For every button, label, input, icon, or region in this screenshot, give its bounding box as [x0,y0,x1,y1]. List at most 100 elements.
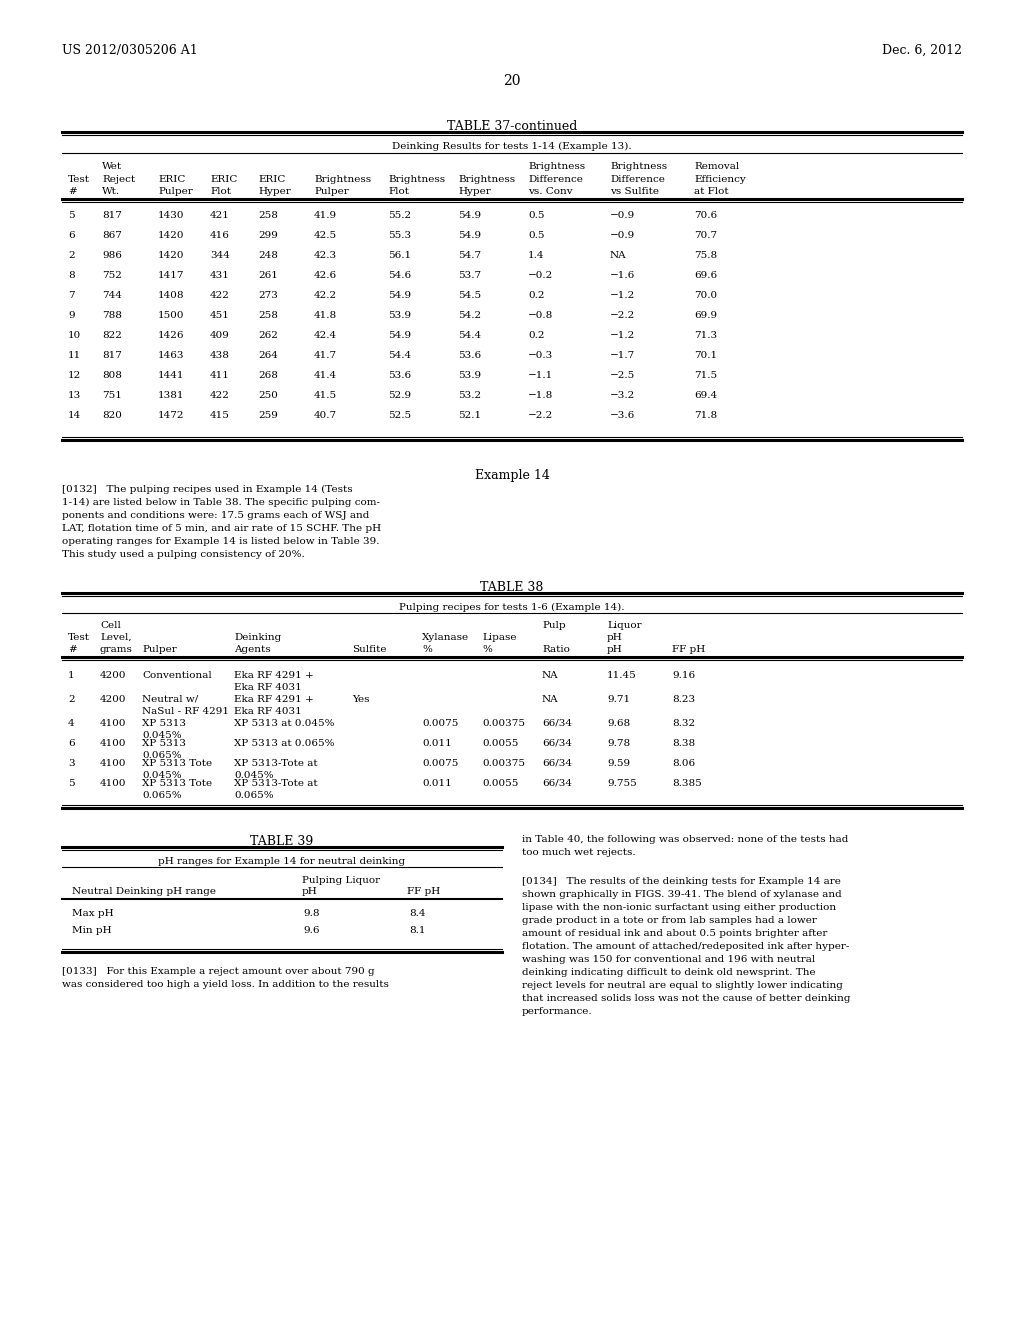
Text: −0.9: −0.9 [610,211,635,220]
Text: Deinking: Deinking [234,634,282,642]
Text: 54.4: 54.4 [388,351,411,360]
Text: Neutral w/: Neutral w/ [142,696,199,704]
Text: 41.8: 41.8 [314,312,337,319]
Text: pH: pH [302,887,317,896]
Text: NaSul - RF 4291: NaSul - RF 4291 [142,708,229,715]
Text: 820: 820 [102,411,122,420]
Text: 5: 5 [68,211,75,220]
Text: 4200: 4200 [100,671,127,680]
Text: 54.9: 54.9 [388,290,411,300]
Text: pH: pH [607,634,623,642]
Text: 264: 264 [258,351,278,360]
Text: 2: 2 [68,251,75,260]
Text: 1472: 1472 [158,411,184,420]
Text: −2.2: −2.2 [528,411,553,420]
Text: 9.16: 9.16 [672,671,695,680]
Text: 7: 7 [68,290,75,300]
Text: 4: 4 [68,719,75,729]
Text: Xylanase: Xylanase [422,634,469,642]
Text: 409: 409 [210,331,229,341]
Text: 41.7: 41.7 [314,351,337,360]
Text: reject levels for neutral are equal to slightly lower indicating: reject levels for neutral are equal to s… [522,981,843,990]
Text: −1.2: −1.2 [610,331,635,341]
Text: 867: 867 [102,231,122,240]
Text: 70.6: 70.6 [694,211,717,220]
Text: %: % [482,645,492,653]
Text: XP 5313-Tote at: XP 5313-Tote at [234,779,317,788]
Text: XP 5313 Tote: XP 5313 Tote [142,759,212,768]
Text: Reject: Reject [102,176,135,183]
Text: 0.045%: 0.045% [142,731,181,741]
Text: XP 5313 at 0.065%: XP 5313 at 0.065% [234,739,335,748]
Text: pH ranges for Example 14 for neutral deinking: pH ranges for Example 14 for neutral dei… [159,857,406,866]
Text: XP 5313-Tote at: XP 5313-Tote at [234,759,317,768]
Text: 1500: 1500 [158,312,184,319]
Text: ERIC: ERIC [210,176,238,183]
Text: 411: 411 [210,371,229,380]
Text: 1441: 1441 [158,371,184,380]
Text: 71.8: 71.8 [694,411,717,420]
Text: [0133]   For this Example a reject amount over about 790 g: [0133] For this Example a reject amount … [62,968,375,975]
Text: 70.1: 70.1 [694,351,717,360]
Text: Flot: Flot [210,187,231,195]
Text: 4100: 4100 [100,719,127,729]
Text: 71.3: 71.3 [694,331,717,341]
Text: Brightness: Brightness [610,162,667,172]
Text: 11: 11 [68,351,81,360]
Text: 431: 431 [210,271,229,280]
Text: 66/34: 66/34 [542,759,572,768]
Text: 1: 1 [68,671,75,680]
Text: 40.7: 40.7 [314,411,337,420]
Text: 42.2: 42.2 [314,290,337,300]
Text: 744: 744 [102,290,122,300]
Text: NA: NA [542,696,559,704]
Text: 42.5: 42.5 [314,231,337,240]
Text: −0.9: −0.9 [610,231,635,240]
Text: Eka RF 4031: Eka RF 4031 [234,682,302,692]
Text: 8.23: 8.23 [672,696,695,704]
Text: 56.1: 56.1 [388,251,411,260]
Text: 42.4: 42.4 [314,331,337,341]
Text: 1430: 1430 [158,211,184,220]
Text: −0.3: −0.3 [528,351,553,360]
Text: Conventional: Conventional [142,671,212,680]
Text: Brightness: Brightness [528,162,585,172]
Text: 1.4: 1.4 [528,251,545,260]
Text: deinking indicating difficult to deink old newsprint. The: deinking indicating difficult to deink o… [522,968,816,977]
Text: 66/34: 66/34 [542,739,572,748]
Text: This study used a pulping consistency of 20%.: This study used a pulping consistency of… [62,550,305,558]
Text: pH: pH [607,645,623,653]
Text: −3.2: −3.2 [610,391,635,400]
Text: 0.0075: 0.0075 [422,759,459,768]
Text: 54.2: 54.2 [458,312,481,319]
Text: Eka RF 4291 +: Eka RF 4291 + [234,671,313,680]
Text: XP 5313 Tote: XP 5313 Tote [142,779,212,788]
Text: 6: 6 [68,231,75,240]
Text: [0134]   The results of the deinking tests for Example 14 are: [0134] The results of the deinking tests… [522,876,841,886]
Text: Sulfite: Sulfite [352,645,386,653]
Text: 0.00375: 0.00375 [482,719,525,729]
Text: 258: 258 [258,211,278,220]
Text: 262: 262 [258,331,278,341]
Text: Difference: Difference [528,176,583,183]
Text: grams: grams [100,645,133,653]
Text: Flot: Flot [388,187,409,195]
Text: 273: 273 [258,290,278,300]
Text: 451: 451 [210,312,229,319]
Text: 299: 299 [258,231,278,240]
Text: 0.045%: 0.045% [142,771,181,780]
Text: 0.065%: 0.065% [142,791,181,800]
Text: 1381: 1381 [158,391,184,400]
Text: 1463: 1463 [158,351,184,360]
Text: −0.2: −0.2 [528,271,553,280]
Text: TABLE 38: TABLE 38 [480,581,544,594]
Text: 9.755: 9.755 [607,779,637,788]
Text: 54.9: 54.9 [388,331,411,341]
Text: 344: 344 [210,251,229,260]
Text: flotation. The amount of attached/redeposited ink after hyper-: flotation. The amount of attached/redepo… [522,942,849,950]
Text: 986: 986 [102,251,122,260]
Text: Lipase: Lipase [482,634,516,642]
Text: 10: 10 [68,331,81,341]
Text: 8.1: 8.1 [409,927,425,935]
Text: Max pH: Max pH [72,909,114,917]
